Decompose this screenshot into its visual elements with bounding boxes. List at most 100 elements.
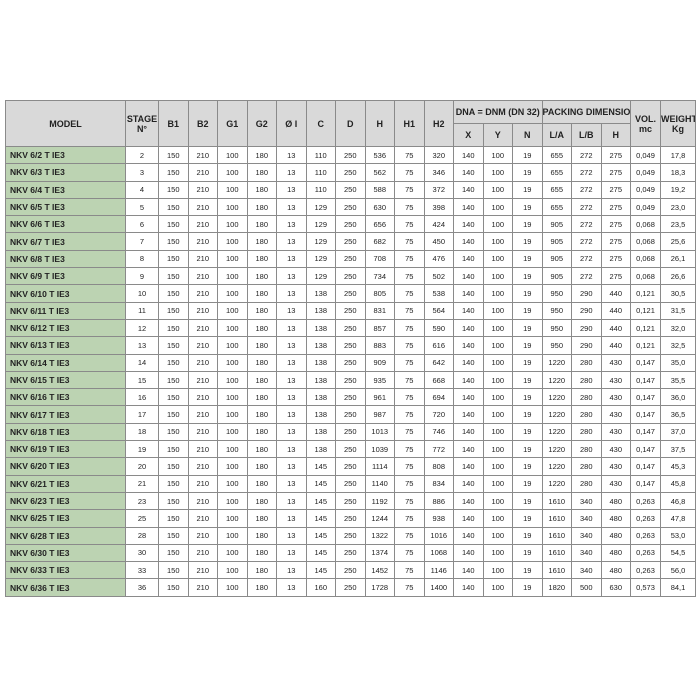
value-cell: 100 bbox=[482, 215, 513, 234]
value-cell: 100 bbox=[482, 284, 513, 303]
value-cell: 100 bbox=[217, 457, 248, 476]
model-cell: NKV 6/21 T IE3 bbox=[5, 474, 126, 493]
value-cell: 75 bbox=[394, 509, 425, 528]
value-cell: 150 bbox=[158, 145, 189, 165]
value-cell: 25 bbox=[125, 509, 159, 528]
value-cell: 280 bbox=[571, 440, 602, 459]
value-cell: 150 bbox=[158, 457, 189, 476]
value-cell: 75 bbox=[394, 163, 425, 182]
value-cell: 476 bbox=[423, 249, 454, 269]
value-cell: 250 bbox=[335, 370, 366, 390]
value-cell: 372 bbox=[423, 180, 454, 199]
value-cell: 210 bbox=[187, 370, 218, 390]
value-cell: 145 bbox=[305, 474, 336, 493]
value-cell: 340 bbox=[571, 509, 602, 528]
value-cell: 210 bbox=[187, 145, 218, 165]
value-cell: 75 bbox=[394, 440, 425, 459]
value-cell: 19 bbox=[512, 267, 543, 286]
value-cell: 1610 bbox=[541, 491, 572, 511]
value-cell: 250 bbox=[335, 405, 366, 424]
value-cell: 250 bbox=[335, 353, 366, 372]
model-cell: NKV 6/16 T IE3 bbox=[5, 388, 126, 407]
value-cell: 140 bbox=[453, 474, 484, 493]
value-cell: 180 bbox=[246, 145, 277, 165]
value-cell: 905 bbox=[541, 232, 572, 251]
value-cell: 180 bbox=[246, 318, 277, 338]
value-cell: 1400 bbox=[423, 578, 454, 597]
value-cell: 21 bbox=[125, 474, 159, 493]
model-cell: NKV 6/6 T IE3 bbox=[5, 215, 126, 234]
value-cell: 19 bbox=[512, 301, 543, 320]
value-cell: 19 bbox=[512, 474, 543, 493]
value-cell: 905 bbox=[541, 267, 572, 286]
value-cell: 140 bbox=[453, 301, 484, 320]
value-cell: 1610 bbox=[541, 509, 572, 528]
value-cell: 100 bbox=[217, 163, 248, 182]
value-cell: 210 bbox=[187, 180, 218, 199]
value-cell: 210 bbox=[187, 526, 218, 545]
value-cell: 150 bbox=[158, 180, 189, 199]
value-cell: 1220 bbox=[541, 388, 572, 407]
value-cell: 19 bbox=[512, 145, 543, 165]
value-cell: 75 bbox=[394, 232, 425, 251]
value-cell: 138 bbox=[305, 336, 336, 355]
value-cell: 210 bbox=[187, 336, 218, 355]
value-cell: 480 bbox=[600, 509, 631, 528]
value-cell: 140 bbox=[453, 163, 484, 182]
value-cell: 26,6 bbox=[660, 267, 696, 286]
value-cell: 129 bbox=[305, 215, 336, 234]
value-cell: 588 bbox=[364, 180, 395, 199]
value-cell: 13 bbox=[276, 180, 307, 199]
value-cell: 100 bbox=[482, 422, 513, 442]
value-cell: 150 bbox=[158, 215, 189, 234]
table-row: NKV 6/10 T IE3 10 150 210 100 180 13 138 250 805 7… bbox=[5, 284, 696, 303]
value-cell: 250 bbox=[335, 163, 366, 182]
value-cell: 720 bbox=[423, 405, 454, 424]
value-cell: 100 bbox=[482, 267, 513, 286]
value-cell: 630 bbox=[600, 578, 631, 597]
value-cell: 150 bbox=[158, 301, 189, 320]
model-cell: NKV 6/36 T IE3 bbox=[5, 578, 126, 597]
model-header: MODEL bbox=[5, 100, 126, 147]
value-cell: 13 bbox=[276, 353, 307, 372]
value-cell: 909 bbox=[364, 353, 395, 372]
value-cell: 100 bbox=[217, 578, 248, 597]
value-cell: 708 bbox=[364, 249, 395, 269]
value-cell: 562 bbox=[364, 163, 395, 182]
value-cell: 1220 bbox=[541, 422, 572, 442]
value-cell: 75 bbox=[394, 353, 425, 372]
value-cell: 138 bbox=[305, 353, 336, 372]
column-header: H bbox=[364, 100, 395, 147]
value-cell: 290 bbox=[571, 336, 602, 355]
value-cell: 10 bbox=[125, 284, 159, 303]
value-cell: 0,068 bbox=[630, 249, 661, 269]
vol-header-line: mc bbox=[638, 123, 652, 134]
value-cell: 1610 bbox=[541, 526, 572, 545]
value-cell: 210 bbox=[187, 543, 218, 563]
value-cell: 75 bbox=[394, 249, 425, 269]
value-cell: 1039 bbox=[364, 440, 395, 459]
value-cell: 180 bbox=[246, 474, 277, 493]
column-header: B1 bbox=[158, 100, 189, 147]
value-cell: 13 bbox=[276, 422, 307, 442]
value-cell: 140 bbox=[453, 197, 484, 217]
value-cell: 75 bbox=[394, 180, 425, 199]
value-cell: 250 bbox=[335, 180, 366, 199]
value-cell: 100 bbox=[217, 301, 248, 320]
value-cell: 138 bbox=[305, 422, 336, 442]
value-cell: 655 bbox=[541, 197, 572, 217]
value-cell: 275 bbox=[600, 215, 631, 234]
model-cell: NKV 6/10 T IE3 bbox=[5, 284, 126, 303]
column-header: G2 bbox=[246, 100, 277, 147]
table-row: NKV 6/8 T IE3 8 150 210 100 180 13 129 250 708 75 4… bbox=[5, 249, 696, 269]
value-cell: 150 bbox=[158, 370, 189, 390]
value-cell: 180 bbox=[246, 440, 277, 459]
value-cell: 75 bbox=[394, 491, 425, 511]
value-cell: 13 bbox=[276, 440, 307, 459]
value-cell: 0,147 bbox=[630, 370, 661, 390]
value-cell: 250 bbox=[335, 197, 366, 217]
table-row: NKV 6/33 T IE3 33 150 210 100 180 13 145 250 1452… bbox=[5, 561, 696, 580]
value-cell: 805 bbox=[364, 284, 395, 303]
sub-header: L/B bbox=[571, 123, 602, 147]
value-cell: 23 bbox=[125, 491, 159, 511]
